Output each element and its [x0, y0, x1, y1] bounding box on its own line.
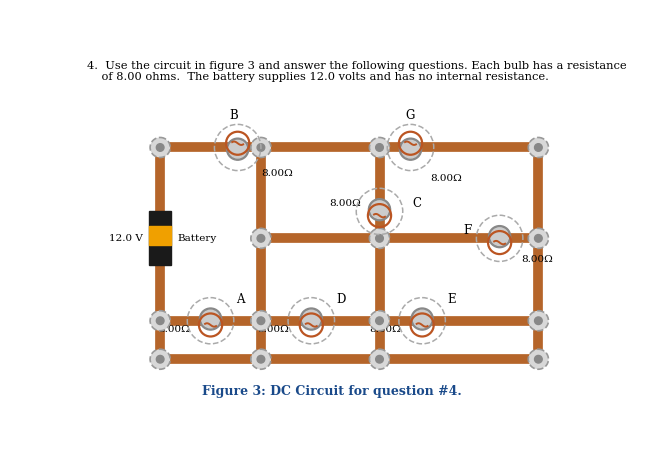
- Text: 8.00Ω: 8.00Ω: [369, 325, 401, 334]
- Circle shape: [150, 311, 170, 331]
- Circle shape: [376, 144, 384, 151]
- Bar: [149, 226, 171, 246]
- Circle shape: [156, 355, 164, 363]
- Text: B: B: [230, 109, 238, 122]
- Circle shape: [369, 199, 391, 221]
- Circle shape: [227, 138, 249, 160]
- Circle shape: [491, 228, 508, 246]
- Circle shape: [489, 226, 511, 248]
- Circle shape: [202, 310, 219, 328]
- Circle shape: [411, 308, 434, 330]
- Circle shape: [302, 310, 320, 328]
- Circle shape: [535, 355, 542, 363]
- Text: 8.00Ω: 8.00Ω: [521, 255, 553, 264]
- Circle shape: [535, 317, 542, 325]
- Circle shape: [369, 311, 389, 331]
- Text: 8.00Ω: 8.00Ω: [158, 325, 190, 334]
- Text: Figure 3: DC Circuit for question #4.: Figure 3: DC Circuit for question #4.: [202, 385, 462, 398]
- Circle shape: [528, 311, 548, 331]
- Text: F: F: [463, 224, 471, 237]
- Circle shape: [376, 235, 384, 242]
- Circle shape: [156, 235, 164, 242]
- Text: Battery: Battery: [177, 234, 217, 243]
- Circle shape: [150, 349, 170, 369]
- Circle shape: [251, 311, 271, 331]
- Circle shape: [528, 228, 548, 248]
- Circle shape: [150, 137, 170, 157]
- Circle shape: [150, 228, 170, 248]
- Circle shape: [402, 140, 419, 158]
- Circle shape: [156, 317, 164, 325]
- Circle shape: [251, 137, 271, 157]
- Circle shape: [369, 349, 389, 369]
- Circle shape: [257, 235, 265, 242]
- Text: C: C: [412, 197, 421, 210]
- Circle shape: [257, 144, 265, 151]
- Circle shape: [156, 144, 164, 151]
- Circle shape: [535, 235, 542, 242]
- Text: E: E: [447, 293, 456, 306]
- Circle shape: [199, 308, 221, 330]
- Circle shape: [251, 228, 271, 248]
- Text: 8.00Ω: 8.00Ω: [257, 325, 289, 334]
- Circle shape: [528, 349, 548, 369]
- Text: D: D: [336, 293, 345, 306]
- Text: 8.00Ω: 8.00Ω: [261, 169, 293, 178]
- Text: 12.0 V: 12.0 V: [109, 234, 143, 243]
- Text: G: G: [406, 109, 415, 122]
- Text: A: A: [236, 293, 244, 306]
- Text: 4.  Use the circuit in figure 3 and answer the following questions. Each bulb ha: 4. Use the circuit in figure 3 and answe…: [88, 61, 627, 71]
- Circle shape: [376, 317, 384, 325]
- Circle shape: [300, 308, 323, 330]
- Circle shape: [399, 138, 422, 160]
- Text: 8.00Ω: 8.00Ω: [430, 174, 461, 184]
- Circle shape: [257, 355, 265, 363]
- Bar: [149, 212, 171, 265]
- Circle shape: [229, 140, 247, 158]
- Circle shape: [257, 317, 265, 325]
- Circle shape: [413, 310, 431, 328]
- Circle shape: [369, 228, 389, 248]
- Circle shape: [369, 137, 389, 157]
- Circle shape: [376, 355, 384, 363]
- Circle shape: [535, 144, 542, 151]
- Text: of 8.00 ohms.  The battery supplies 12.0 volts and has no internal resistance.: of 8.00 ohms. The battery supplies 12.0 …: [88, 72, 549, 82]
- Text: 8.00Ω: 8.00Ω: [329, 199, 361, 208]
- Circle shape: [371, 201, 388, 218]
- Circle shape: [528, 137, 548, 157]
- Circle shape: [251, 349, 271, 369]
